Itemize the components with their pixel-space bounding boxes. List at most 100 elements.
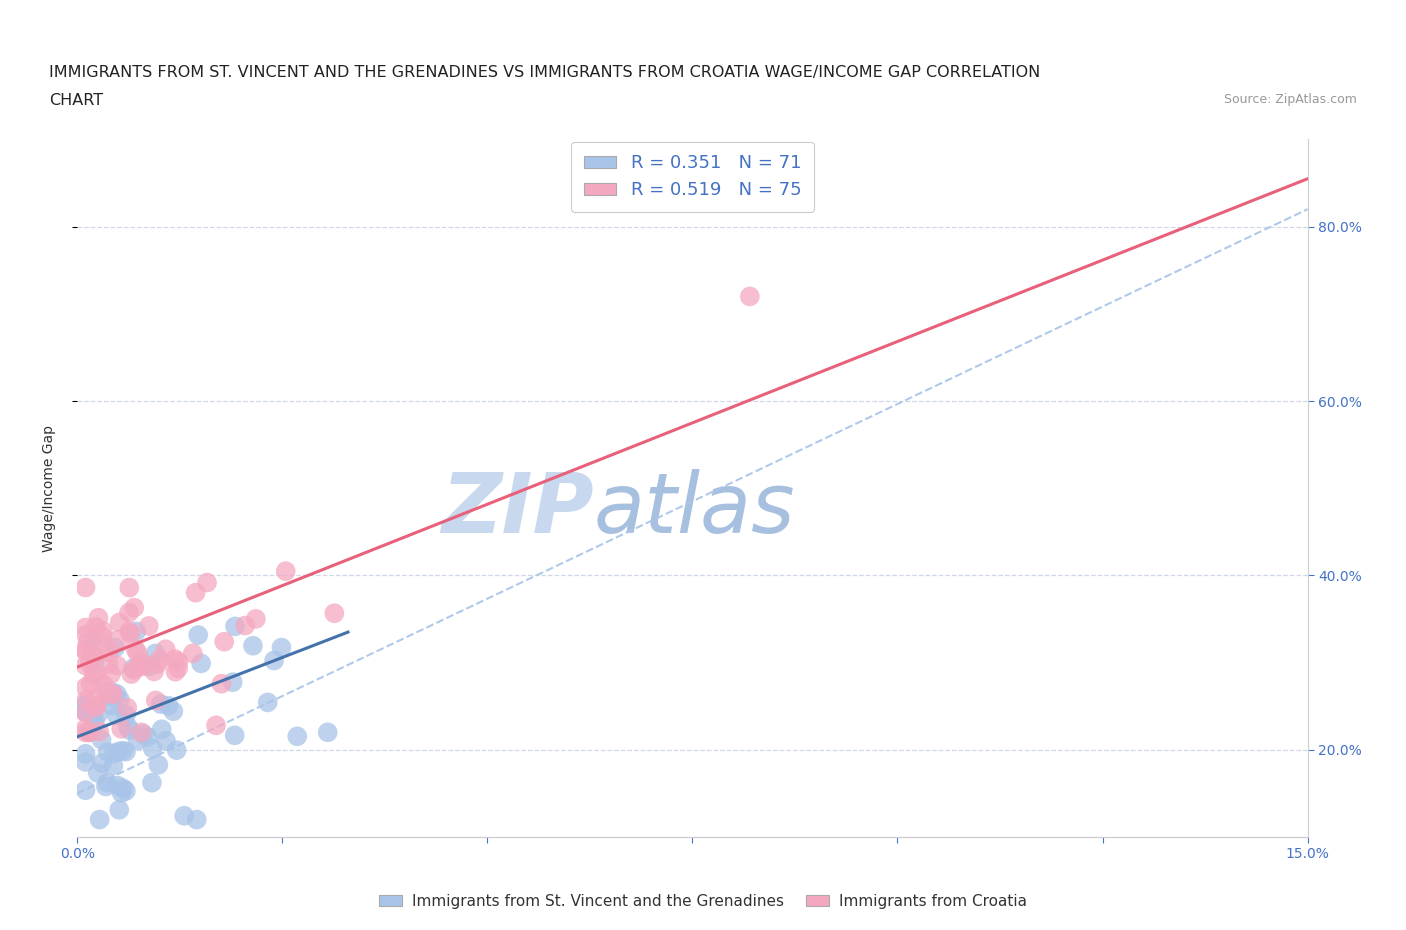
Point <box>103 746 125 761</box>
Point <box>323 605 346 620</box>
Point <box>131 725 153 740</box>
Point <box>91 756 114 771</box>
Point <box>224 619 246 634</box>
Point <box>101 698 124 713</box>
Point <box>143 664 166 679</box>
Point <box>82 648 104 663</box>
Point <box>111 781 134 796</box>
Point <box>167 654 190 669</box>
Point <box>100 667 122 682</box>
Point <box>155 734 177 749</box>
Point <box>139 659 162 674</box>
Point <box>82 634 104 649</box>
Point <box>274 564 297 578</box>
Point <box>173 808 195 823</box>
Point <box>98 645 121 660</box>
Point <box>110 722 132 737</box>
Point <box>75 704 97 719</box>
Point <box>79 656 101 671</box>
Point <box>75 643 97 658</box>
Point <box>145 693 167 708</box>
Point <box>149 697 172 711</box>
Point <box>120 667 142 682</box>
Point <box>108 615 131 630</box>
Point <box>115 783 138 798</box>
Point <box>104 640 127 655</box>
Point <box>118 580 141 595</box>
Point <box>316 724 339 739</box>
Point <box>270 640 292 655</box>
Point <box>186 812 208 827</box>
Point <box>184 585 207 600</box>
Point <box>84 693 107 708</box>
Point <box>79 724 101 739</box>
Point <box>84 619 107 634</box>
Point <box>108 692 131 707</box>
Point <box>77 725 100 740</box>
Point <box>79 725 101 740</box>
Point <box>148 757 170 772</box>
Point <box>76 635 98 650</box>
Point <box>75 698 97 712</box>
Point <box>96 776 118 790</box>
Y-axis label: Wage/Income Gap: Wage/Income Gap <box>42 425 56 551</box>
Point <box>108 803 131 817</box>
Point <box>138 618 160 633</box>
Point <box>75 747 97 762</box>
Point <box>105 658 128 673</box>
Point <box>97 689 120 704</box>
Point <box>145 646 167 661</box>
Point <box>263 653 285 668</box>
Point <box>124 642 146 657</box>
Point <box>89 812 111 827</box>
Text: CHART: CHART <box>49 93 103 108</box>
Point <box>127 645 149 660</box>
Point <box>100 686 122 701</box>
Point <box>222 674 245 689</box>
Point <box>90 732 112 747</box>
Point <box>107 744 129 759</box>
Text: Source: ZipAtlas.com: Source: ZipAtlas.com <box>1223 93 1357 106</box>
Point <box>83 657 105 671</box>
Point <box>84 713 107 728</box>
Point <box>132 726 155 741</box>
Point <box>205 718 228 733</box>
Text: atlas: atlas <box>595 469 796 550</box>
Point <box>146 657 169 671</box>
Point <box>83 667 105 682</box>
Point <box>209 676 232 691</box>
Point <box>101 687 124 702</box>
Point <box>91 623 114 638</box>
Point <box>91 630 114 644</box>
Point <box>162 704 184 719</box>
Point <box>97 745 120 760</box>
Point <box>115 744 138 759</box>
Point <box>181 646 204 661</box>
Point <box>122 600 145 615</box>
Point <box>84 699 107 714</box>
Point <box>75 644 97 659</box>
Point <box>75 783 97 798</box>
Point <box>285 729 308 744</box>
Point <box>118 605 141 620</box>
Point <box>75 692 97 707</box>
Point <box>87 706 110 721</box>
Point <box>166 743 188 758</box>
Point <box>107 778 129 793</box>
Point <box>245 611 267 626</box>
Point <box>75 754 97 769</box>
Point <box>224 728 246 743</box>
Point <box>148 652 170 667</box>
Point <box>212 634 235 649</box>
Point <box>187 628 209 643</box>
Point <box>738 289 761 304</box>
Point <box>157 698 180 713</box>
Point <box>75 580 97 595</box>
Text: IMMIGRANTS FROM ST. VINCENT AND THE GRENADINES VS IMMIGRANTS FROM CROATIA WAGE/I: IMMIGRANTS FROM ST. VINCENT AND THE GREN… <box>49 65 1040 80</box>
Point <box>75 725 97 740</box>
Point <box>127 733 149 748</box>
Point <box>190 656 212 671</box>
Point <box>87 610 110 625</box>
Point <box>97 657 120 671</box>
Point <box>93 684 115 698</box>
